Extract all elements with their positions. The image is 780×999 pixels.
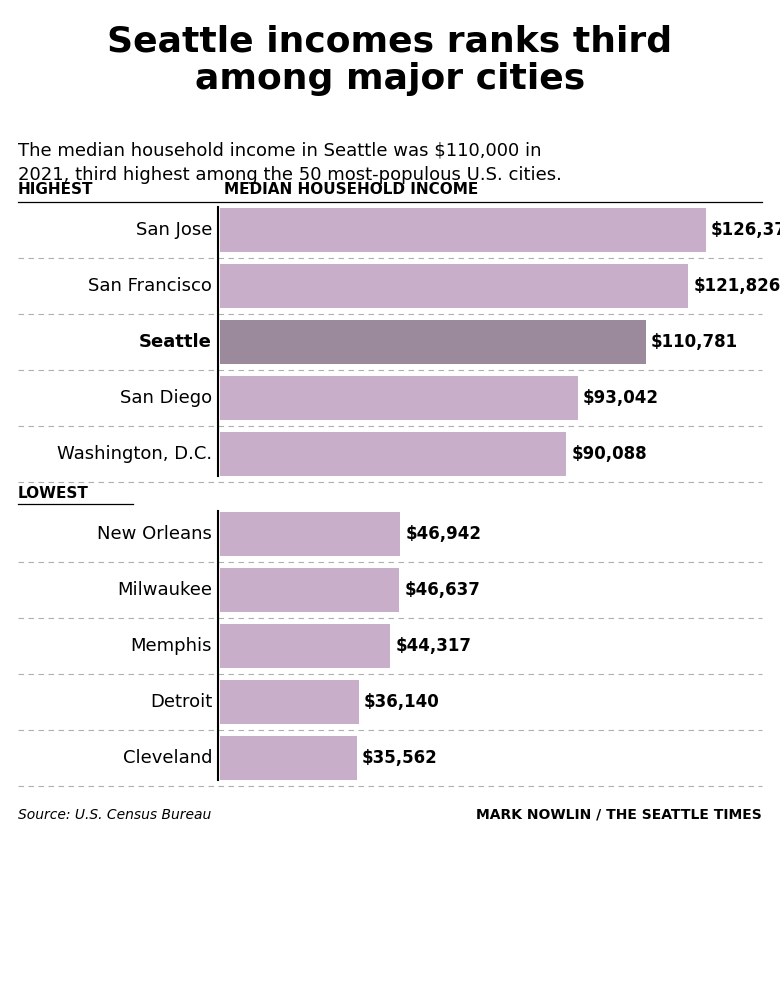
Text: LOWEST: LOWEST	[18, 486, 89, 501]
Text: Source: U.S. Census Bureau: Source: U.S. Census Bureau	[18, 808, 211, 822]
Bar	[220, 208, 706, 252]
Bar	[220, 264, 688, 308]
Text: $46,637: $46,637	[404, 581, 480, 599]
Text: San Jose: San Jose	[136, 221, 212, 239]
Text: New Orleans: New Orleans	[98, 525, 212, 543]
Text: Seattle incomes ranks third
among major cities: Seattle incomes ranks third among major …	[108, 24, 672, 96]
Text: San Francisco: San Francisco	[88, 277, 212, 295]
Text: $110,781: $110,781	[651, 333, 738, 351]
Text: Seattle: Seattle	[139, 333, 212, 351]
Text: San Diego: San Diego	[120, 389, 212, 407]
Text: $93,042: $93,042	[583, 389, 658, 407]
Text: MARK NOWLIN / THE SEATTLE TIMES: MARK NOWLIN / THE SEATTLE TIMES	[477, 808, 762, 822]
Text: $46,942: $46,942	[406, 525, 481, 543]
Bar	[220, 568, 399, 612]
Text: $90,088: $90,088	[571, 445, 647, 463]
Bar	[220, 320, 646, 364]
Text: $36,140: $36,140	[364, 693, 440, 711]
Text: The median household income in Seattle was $110,000 in
2021, third highest among: The median household income in Seattle w…	[18, 142, 562, 184]
Text: Memphis: Memphis	[130, 637, 212, 655]
Text: Washington, D.C.: Washington, D.C.	[57, 445, 212, 463]
Bar	[220, 624, 390, 668]
Bar	[220, 680, 359, 724]
Text: Milwaukee: Milwaukee	[117, 581, 212, 599]
Text: $126,377: $126,377	[711, 221, 780, 239]
Text: HIGHEST: HIGHEST	[18, 182, 94, 197]
Text: MEDIAN HOUSEHOLD INCOME: MEDIAN HOUSEHOLD INCOME	[224, 182, 478, 197]
Text: Cleveland: Cleveland	[122, 749, 212, 767]
Bar	[220, 376, 577, 420]
Bar	[220, 736, 356, 780]
Text: $35,562: $35,562	[362, 749, 438, 767]
Text: $44,317: $44,317	[395, 637, 471, 655]
Bar	[220, 512, 400, 556]
Bar	[220, 432, 566, 476]
Text: $121,826: $121,826	[693, 277, 780, 295]
Text: Detroit: Detroit	[150, 693, 212, 711]
